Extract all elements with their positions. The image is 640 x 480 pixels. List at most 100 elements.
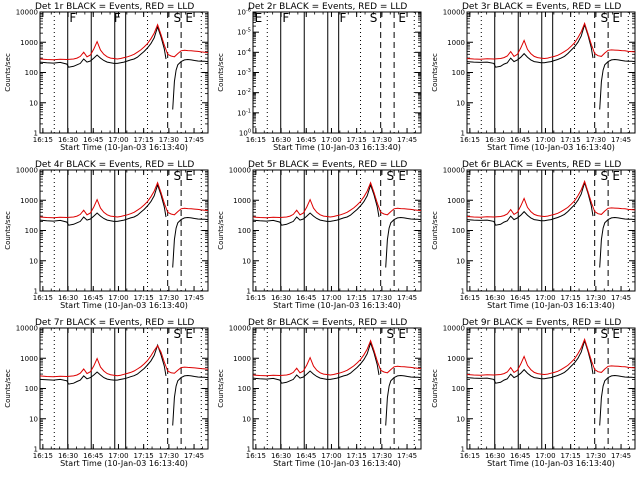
y-axis-title: Counts/sec bbox=[4, 53, 12, 92]
series-events-line bbox=[172, 216, 208, 268]
state-marker: F bbox=[282, 11, 289, 25]
y-tick-label: 10 bbox=[29, 415, 38, 423]
y-tick-label: 100 bbox=[25, 69, 38, 77]
x-tick-label: 16:45 bbox=[510, 294, 530, 302]
x-tick-label: 17:30 bbox=[586, 294, 606, 302]
series-events-line bbox=[385, 216, 421, 268]
x-tick-label: 17:30 bbox=[586, 136, 606, 144]
plot-frame bbox=[466, 11, 636, 134]
plot-frame bbox=[39, 327, 209, 450]
x-tick-label: 17:45 bbox=[397, 294, 417, 302]
series-events-line bbox=[253, 341, 380, 384]
x-tick-label: 17:15 bbox=[561, 294, 581, 302]
y-axis-title: Counts/sec bbox=[4, 211, 12, 250]
y-tick-label: 10000 bbox=[16, 9, 38, 17]
plot-frame bbox=[466, 169, 636, 292]
y-tick-label: 10 bbox=[456, 99, 465, 107]
y-tick-label: 100 bbox=[238, 227, 251, 235]
x-tick-label: 16:30 bbox=[58, 452, 78, 460]
y-tick-label: 100 bbox=[25, 385, 38, 393]
series-events-line bbox=[40, 343, 167, 385]
y-tick-label: 10 bbox=[456, 415, 465, 423]
detector-panel-8r: Det 8r BLACK = Events, RED = LLD 1 10 100 10… bbox=[217, 318, 422, 468]
state-marker: F bbox=[114, 11, 121, 25]
x-tick-label: 16:30 bbox=[485, 452, 505, 460]
y-tick-label: 10 bbox=[456, 257, 465, 265]
x-tick-label: 17:45 bbox=[184, 294, 204, 302]
series-lld-line bbox=[40, 344, 208, 378]
y-tick-label: 1000 bbox=[233, 355, 251, 363]
x-tick-label: 17:00 bbox=[535, 452, 555, 460]
detector-panel-6r: Det 6r BLACK = Events, RED = LLD 1 10 100 10… bbox=[431, 160, 636, 310]
x-tick-label: 16:45 bbox=[83, 294, 103, 302]
x-tick-label: 17:45 bbox=[611, 136, 631, 144]
x-tick-label: 16:15 bbox=[33, 294, 53, 302]
state-marker: S bbox=[174, 11, 182, 25]
x-tick-label: 17:15 bbox=[347, 452, 367, 460]
y-tick-label: 10000 bbox=[229, 325, 251, 333]
x-tick-label: 17:45 bbox=[397, 136, 417, 144]
panel-title: Det 6r BLACK = Events, RED = LLD bbox=[462, 160, 621, 170]
state-marker: E bbox=[398, 169, 406, 183]
series-events-line bbox=[599, 374, 635, 426]
y-tick-label: 10000 bbox=[16, 167, 38, 175]
x-tick-label: 16:15 bbox=[246, 136, 266, 144]
panel-title: Det 7r BLACK = Events, RED = LLD bbox=[35, 318, 194, 328]
detector-panel-4r: Det 4r BLACK = Events, RED = LLD 1 10 100 10… bbox=[4, 160, 209, 310]
x-tick-label: 16:45 bbox=[83, 136, 103, 144]
y-tick-label: 1 bbox=[247, 288, 251, 296]
x-tick-label: 16:30 bbox=[58, 136, 78, 144]
plot-area bbox=[253, 170, 421, 291]
x-tick-label: 16:45 bbox=[296, 136, 316, 144]
y-tick-label: 10-1 bbox=[237, 108, 251, 117]
y-axis-title: Counts/sec bbox=[217, 369, 225, 408]
state-marker: S bbox=[601, 11, 609, 25]
x-tick-label: 17:00 bbox=[535, 136, 555, 144]
detector-panel-5r: Det 5r BLACK = Events, RED = LLD 1 10 100 10… bbox=[217, 160, 422, 310]
x-tick-label: 16:15 bbox=[246, 294, 266, 302]
y-tick-label: 100 bbox=[25, 227, 38, 235]
x-tick-label: 17:45 bbox=[184, 136, 204, 144]
x-tick-label: 17:30 bbox=[159, 452, 179, 460]
x-tick-label: 17:45 bbox=[184, 452, 204, 460]
y-tick-label: 10000 bbox=[229, 167, 251, 175]
state-marker: S bbox=[601, 169, 609, 183]
plot-frame bbox=[466, 327, 636, 450]
plot-frame bbox=[39, 11, 209, 134]
x-tick-label: 16:30 bbox=[485, 136, 505, 144]
x-tick-label: 16:15 bbox=[460, 452, 480, 460]
state-marker: E bbox=[255, 11, 263, 25]
y-tick-label: 10-4 bbox=[237, 48, 251, 57]
x-tick-label: 16:45 bbox=[510, 136, 530, 144]
series-lld-line bbox=[467, 21, 635, 60]
series-events-line bbox=[172, 58, 208, 110]
series-lld-line bbox=[253, 339, 421, 377]
x-tick-label: 17:15 bbox=[347, 136, 367, 144]
x-tick-label: 16:15 bbox=[33, 452, 53, 460]
x-tick-label: 16:45 bbox=[510, 452, 530, 460]
series-events-line bbox=[253, 183, 380, 226]
state-marker: F bbox=[340, 11, 347, 25]
series-events-line bbox=[467, 23, 594, 68]
x-tick-label: 17:15 bbox=[347, 294, 367, 302]
y-tick-label: 1 bbox=[461, 130, 465, 138]
detector-panel-1r: Det 1r BLACK = Events, RED = LLD 1 10 100 10… bbox=[4, 2, 209, 152]
series-events-line bbox=[40, 183, 167, 226]
plot-frame bbox=[252, 327, 422, 450]
x-tick-label: 17:00 bbox=[108, 136, 128, 144]
detector-panel-2r: Det 2r BLACK = Events, RED = LLD 100 10-1 1… bbox=[217, 2, 422, 152]
x-tick-label: 17:00 bbox=[535, 294, 555, 302]
x-axis-title: Start Time (10-Jan-03 16:13:40) bbox=[60, 301, 188, 310]
y-axis-title: Counts/sec bbox=[431, 369, 439, 408]
state-marker: S bbox=[601, 327, 609, 341]
x-tick-label: 17:15 bbox=[561, 136, 581, 144]
plot-area bbox=[40, 328, 208, 449]
x-axis-title: Start Time (10-Jan-03 16:13:40) bbox=[60, 459, 188, 468]
x-tick-label: 17:15 bbox=[134, 136, 154, 144]
x-tick-label: 16:45 bbox=[83, 452, 103, 460]
x-axis-title: Start Time (10-Jan-03 16:13:40) bbox=[487, 301, 615, 310]
state-marker: E bbox=[398, 11, 406, 25]
state-marker: S bbox=[387, 327, 395, 341]
detector-panel-9r: Det 9r BLACK = Events, RED = LLD 1 10 100 10… bbox=[431, 318, 636, 468]
series-lld-line bbox=[467, 337, 635, 376]
